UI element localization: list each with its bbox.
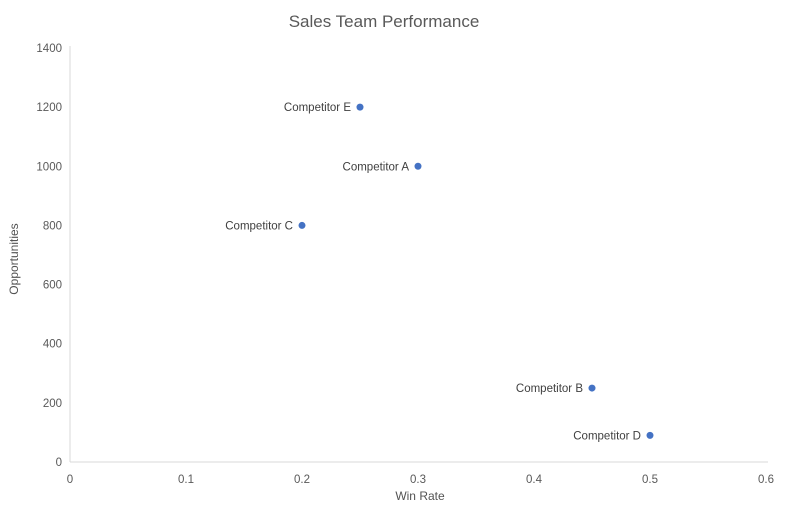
- data-point-label: Competitor A: [343, 161, 410, 173]
- data-point-label: Competitor C: [225, 220, 293, 232]
- y-tick-label: 1000: [36, 161, 62, 173]
- tick-labels: 0 200 400 600 800 1000 1200 1400 0 0.1 0.2 0.3 0.4 0.…: [36, 43, 774, 486]
- data-point-label: Competitor E: [284, 102, 351, 114]
- x-axis-title: Win Rate: [395, 489, 445, 503]
- axis-lines: [69, 46, 768, 463]
- data-point: [356, 103, 364, 111]
- data-point-label: Competitor B: [516, 383, 583, 395]
- x-tick-label: 0.1: [178, 474, 194, 486]
- y-tick-label: 400: [43, 339, 62, 351]
- y-tick-label: 200: [43, 398, 62, 410]
- data-point-label: Competitor D: [573, 430, 641, 442]
- data-point: [298, 221, 306, 229]
- y-tick-label: 0: [56, 457, 62, 469]
- y-tick-label: 1200: [36, 102, 62, 114]
- y-tick-label: 800: [43, 220, 62, 232]
- x-tick-label: 0.2: [294, 474, 310, 486]
- chart-title: Sales Team Performance: [289, 12, 480, 31]
- x-tick-label: 0.3: [410, 474, 426, 486]
- y-tick-label: 600: [43, 280, 62, 292]
- x-tick-label: 0.5: [642, 474, 658, 486]
- x-tick-label: 0: [67, 474, 73, 486]
- data-points: Competitor E Competitor A Competitor C Comp…: [225, 102, 654, 442]
- x-tick-label: 0.4: [526, 474, 543, 486]
- data-point: [646, 431, 654, 439]
- data-point: [588, 384, 596, 392]
- x-tick-label: 0.6: [758, 474, 774, 486]
- data-point: [414, 162, 422, 170]
- y-axis-title: Opportunities: [7, 223, 21, 294]
- y-tick-label: 1400: [36, 43, 62, 55]
